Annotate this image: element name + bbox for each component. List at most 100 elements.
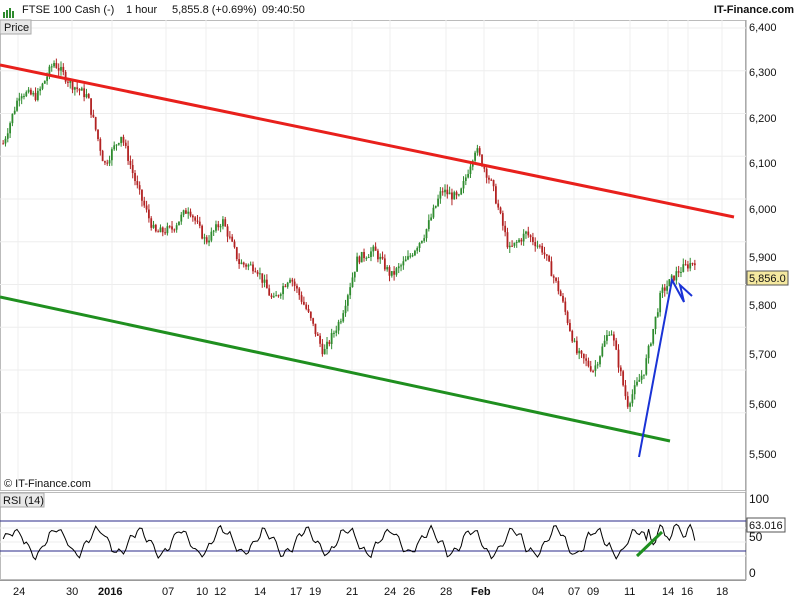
candle-body xyxy=(222,219,224,227)
candle-body xyxy=(164,232,166,234)
candle-body xyxy=(619,367,622,372)
candle-body xyxy=(189,211,192,216)
candle-body xyxy=(552,276,555,278)
rsi-grid xyxy=(0,527,746,557)
candle-body xyxy=(467,173,470,178)
candle-body xyxy=(60,66,62,71)
candle-body xyxy=(529,235,532,238)
candle-body xyxy=(13,110,16,114)
candle-body xyxy=(374,246,377,251)
chart-header: FTSE 100 Cash (-) 1 hour 5,855.8 (+0.69%… xyxy=(0,0,800,20)
candle-body xyxy=(57,67,60,71)
x-tick-label: 30 xyxy=(66,586,78,598)
candle-body xyxy=(666,286,668,291)
candle-body xyxy=(418,242,421,248)
candle-body xyxy=(397,266,400,269)
candle-body xyxy=(483,166,486,169)
candle-body xyxy=(608,334,611,336)
candle-body xyxy=(168,226,171,228)
price-label-box xyxy=(0,19,32,35)
candle-body xyxy=(624,385,627,397)
price-grid xyxy=(0,20,746,490)
candle-body xyxy=(247,264,250,267)
candle-body xyxy=(617,349,620,368)
x-tick-label: 18 xyxy=(716,586,728,598)
candle-body xyxy=(682,264,685,272)
candle-body xyxy=(67,81,69,83)
candle-body xyxy=(233,241,236,248)
candle-body xyxy=(85,94,88,98)
last-price-tag-text: 5,856.0 xyxy=(749,273,786,285)
x-tick-label: 09 xyxy=(587,586,599,598)
candle-body xyxy=(640,375,643,380)
candle-body xyxy=(501,213,504,226)
x-tick-label: 16 xyxy=(681,586,693,598)
candle-body xyxy=(296,285,298,289)
candle-body xyxy=(377,250,379,260)
candle-body xyxy=(27,89,30,93)
rsi-rising-trendline xyxy=(635,530,664,558)
candle-body xyxy=(532,237,534,243)
candle-body xyxy=(166,226,169,234)
candle-body xyxy=(150,218,153,228)
candle-body xyxy=(316,334,319,336)
candle-body xyxy=(680,271,682,273)
candle-body xyxy=(606,335,608,341)
candle-body xyxy=(46,76,49,81)
candle-body xyxy=(427,220,430,230)
candle-body xyxy=(210,231,213,241)
candle-body xyxy=(661,287,664,293)
candle-body xyxy=(110,149,113,161)
candle-body xyxy=(212,230,215,232)
price-tick-label: 5,600 xyxy=(749,399,777,411)
candle-body xyxy=(175,225,178,230)
candle-body xyxy=(571,330,574,342)
candle-body xyxy=(277,295,280,297)
candle-body xyxy=(441,191,444,193)
candle-body xyxy=(71,80,74,90)
x-tick-label: 14 xyxy=(662,586,674,598)
candle-body xyxy=(80,88,83,91)
candle-body xyxy=(670,275,673,280)
candle-body xyxy=(490,179,493,181)
candle-body xyxy=(178,221,180,226)
candle-body xyxy=(217,224,220,228)
x-tick-label: 04 xyxy=(532,586,544,598)
candle-body xyxy=(494,186,497,204)
candle-body xyxy=(430,217,433,221)
rsi-panel-label: RSI (14) xyxy=(3,495,44,507)
candle-body xyxy=(289,279,291,283)
candle-body xyxy=(157,231,160,233)
rsi-tick-label: 0 xyxy=(749,566,756,580)
candle-body xyxy=(649,343,652,346)
candle-body xyxy=(242,262,245,265)
candle-body xyxy=(224,219,227,227)
candle-body xyxy=(18,98,21,101)
candle-body xyxy=(520,239,523,242)
candle-body xyxy=(104,161,106,163)
candle-body xyxy=(638,379,641,382)
x-tick-label: Feb xyxy=(471,586,491,598)
candle-body xyxy=(76,87,79,89)
candle-body xyxy=(97,129,99,140)
price-panel-label: Price xyxy=(4,22,29,34)
candle-body xyxy=(464,177,467,181)
candle-body xyxy=(518,239,520,242)
candle-body xyxy=(691,263,694,265)
candle-body xyxy=(582,353,585,359)
candle-body xyxy=(249,264,252,266)
candle-body xyxy=(259,273,261,275)
rsi-tick-label: 50 xyxy=(749,530,763,544)
candle-body xyxy=(122,136,125,143)
x-tick-label: 28 xyxy=(440,586,452,598)
candle-body xyxy=(147,209,150,219)
candle-body xyxy=(557,280,560,292)
candle-body xyxy=(478,148,481,155)
candle-body xyxy=(62,66,65,72)
candle-body xyxy=(481,154,483,167)
candle-body xyxy=(601,346,604,357)
candle-body xyxy=(636,381,638,386)
candle-body xyxy=(171,226,173,230)
price-candles xyxy=(2,58,696,412)
candle-body xyxy=(684,264,687,266)
